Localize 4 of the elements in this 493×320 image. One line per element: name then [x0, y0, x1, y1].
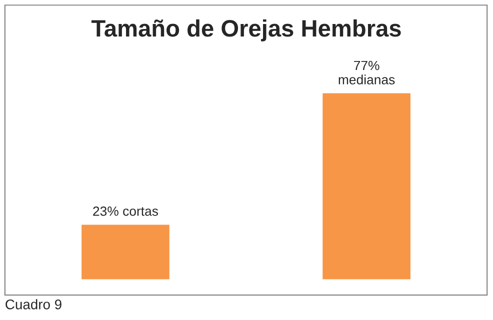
- data-label: 77% medianas: [338, 60, 395, 84]
- data-label: 23% cortas: [93, 206, 158, 216]
- text: Cuadro 9: [6, 299, 62, 310]
- chart-title: Tamaño de Orejas Hembras: [91, 19, 401, 42]
